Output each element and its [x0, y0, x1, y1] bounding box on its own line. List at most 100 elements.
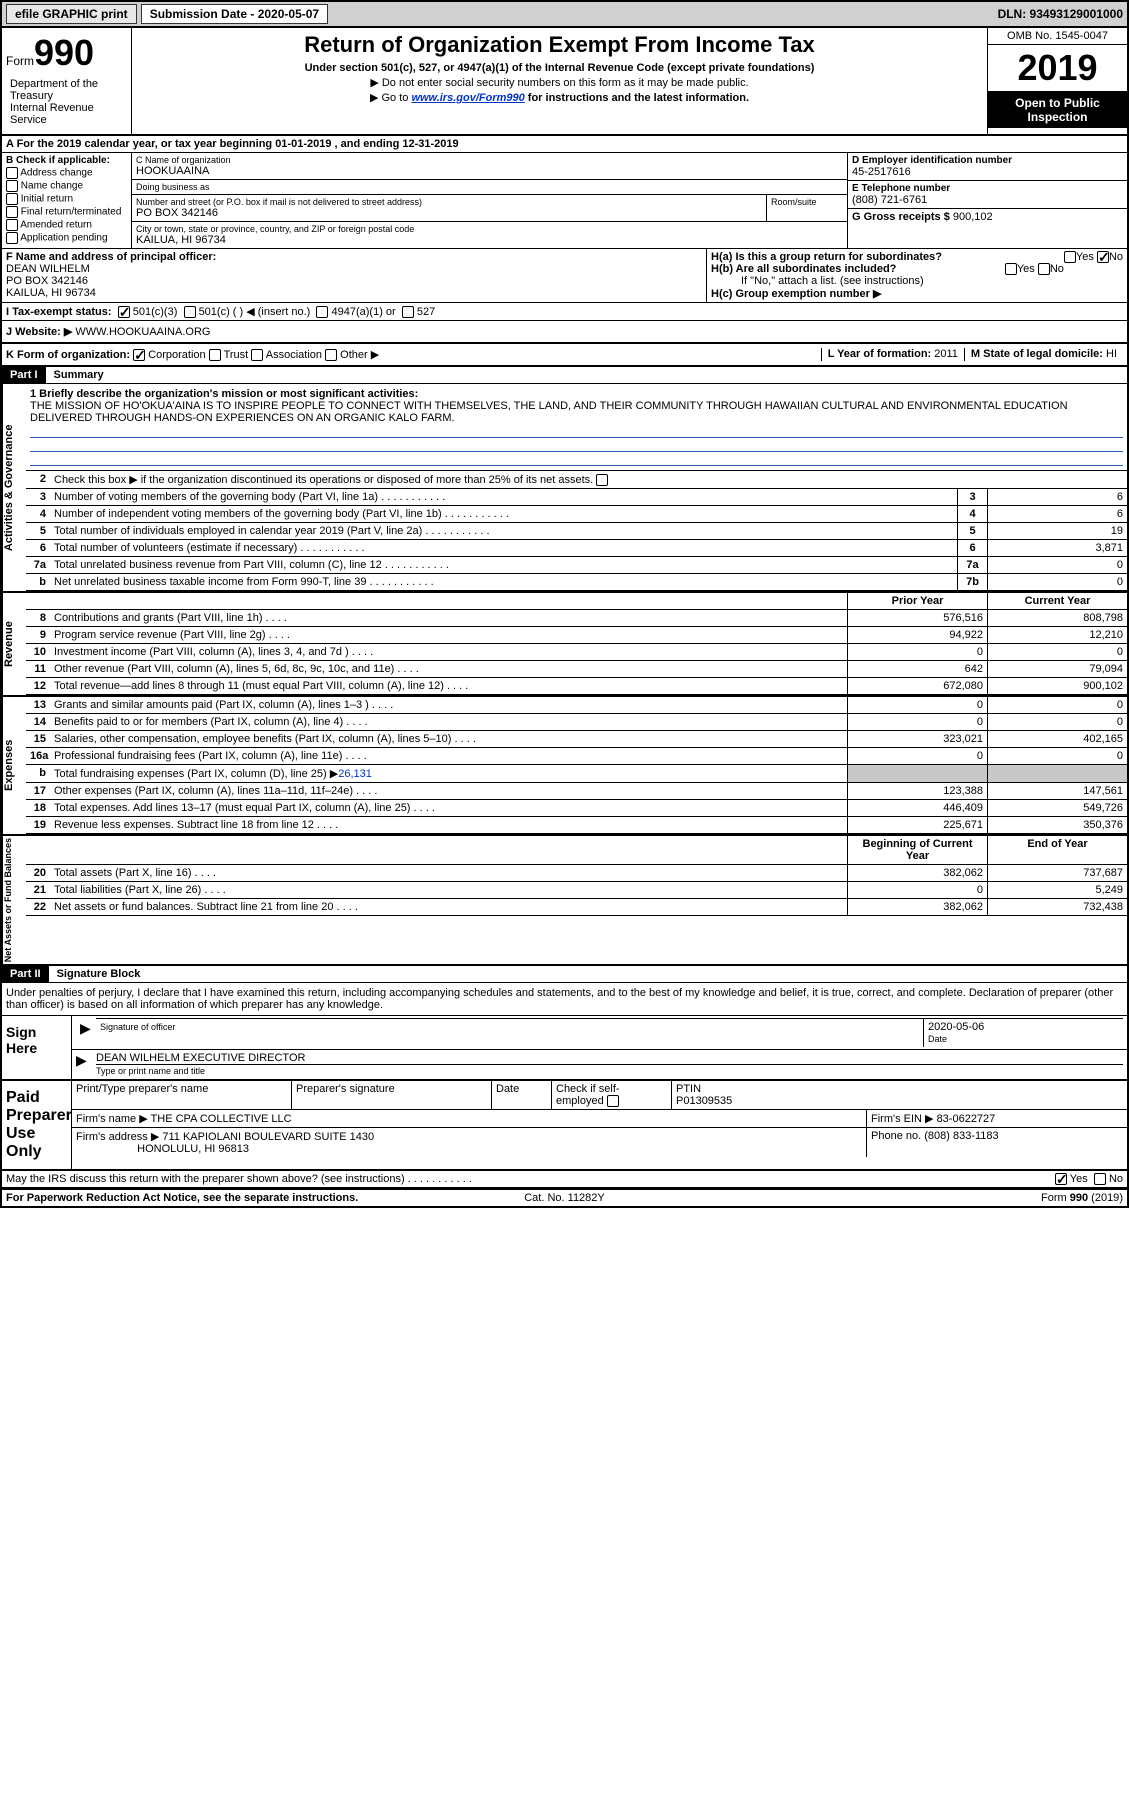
part1-header: Part I — [2, 367, 46, 383]
ein-value: 45-2517616 — [852, 166, 1123, 178]
exp-line-desc: Grants and similar amounts paid (Part IX… — [50, 697, 847, 713]
sig-officer-label: Signature of officer — [100, 1022, 175, 1032]
ptin-value: P01309535 — [676, 1095, 732, 1107]
address-change-checkbox[interactable] — [6, 167, 18, 179]
rev-prior: 642 — [847, 661, 987, 677]
gov-line-box: 6 — [957, 540, 987, 556]
gov-line-desc: Total unrelated business revenue from Pa… — [50, 557, 957, 573]
line-i-label: I Tax-exempt status: — [6, 306, 112, 318]
discuss-no-checkbox[interactable] — [1094, 1173, 1106, 1185]
ein-label: D Employer identification number — [852, 155, 1123, 166]
department-label: Department of the Treasury Internal Reve… — [6, 74, 127, 130]
arrow-icon: ▶ — [76, 1018, 96, 1047]
trust-checkbox[interactable] — [209, 349, 221, 361]
open-public-badge: Open to Public Inspection — [988, 92, 1127, 128]
activities-governance-label: Activities & Governance — [2, 384, 26, 591]
501c-checkbox[interactable] — [184, 306, 196, 318]
exp-line-desc: Total expenses. Add lines 13–17 (must eq… — [50, 800, 847, 816]
exp-current: 0 — [987, 697, 1127, 713]
paperwork-notice: For Paperwork Reduction Act Notice, see … — [6, 1192, 358, 1204]
corp-checkbox[interactable] — [133, 349, 145, 361]
527-checkbox[interactable] — [402, 306, 414, 318]
gov-line-desc: Total number of volunteers (estimate if … — [50, 540, 957, 556]
section-b-checkboxes: B Check if applicable: Address change Na… — [2, 153, 132, 248]
irs-link[interactable]: www.irs.gov/Form990 — [411, 92, 524, 104]
amended-return-checkbox[interactable] — [6, 219, 18, 231]
rev-line-desc: Other revenue (Part VIII, column (A), li… — [50, 661, 847, 677]
firm-addr2: HONOLULU, HI 96813 — [137, 1143, 249, 1155]
self-employed-checkbox[interactable] — [607, 1095, 619, 1107]
tax-year: 2019 — [988, 45, 1127, 92]
room-label: Room/suite — [771, 197, 843, 207]
discuss-yes-checkbox[interactable] — [1055, 1173, 1067, 1185]
net-line-desc: Total assets (Part X, line 16) — [50, 865, 847, 881]
net-current: 732,438 — [987, 899, 1127, 915]
other-checkbox[interactable] — [325, 349, 337, 361]
line-l-value: 2011 — [934, 348, 958, 360]
beginning-year-header: Beginning of Current Year — [847, 836, 987, 864]
ha-label: H(a) Is this a group return for subordin… — [711, 251, 942, 263]
gov-line-desc: Total number of individuals employed in … — [50, 523, 957, 539]
exp-line-desc: Other expenses (Part IX, column (A), lin… — [50, 783, 847, 799]
ptin-label: PTIN — [676, 1083, 701, 1095]
rev-line-desc: Program service revenue (Part VIII, line… — [50, 627, 847, 643]
firm-phone-label: Phone no. — [871, 1130, 924, 1142]
org-name: HOOKUAAINA — [136, 165, 843, 177]
rev-current: 79,094 — [987, 661, 1127, 677]
exp-prior: 323,021 — [847, 731, 987, 747]
hb-yes-checkbox[interactable] — [1005, 263, 1017, 275]
application-pending-checkbox[interactable] — [6, 232, 18, 244]
officer-print-name: DEAN WILHELM EXECUTIVE DIRECTOR — [96, 1052, 1123, 1065]
gov-line-desc: Number of voting members of the governin… — [50, 489, 957, 505]
hb-no-checkbox[interactable] — [1038, 263, 1050, 275]
gov-line-box: 7b — [957, 574, 987, 590]
rev-prior: 94,922 — [847, 627, 987, 643]
exp-prior: 123,388 — [847, 783, 987, 799]
form-subtitle-1: Under section 501(c), 527, or 4947(a)(1)… — [140, 62, 979, 74]
hb-label: H(b) Are all subordinates included? — [711, 263, 896, 275]
exp-line-desc: Professional fundraising fees (Part IX, … — [50, 748, 847, 764]
exp-current: 549,726 — [987, 800, 1127, 816]
officer-name: DEAN WILHELM — [6, 263, 90, 275]
rev-current: 900,102 — [987, 678, 1127, 694]
mission-text: THE MISSION OF HO'OKUA'AINA IS TO INSPIR… — [30, 400, 1068, 424]
gov-line-box: 5 — [957, 523, 987, 539]
mission-label: 1 Briefly describe the organization's mi… — [30, 388, 418, 400]
net-prior: 382,062 — [847, 865, 987, 881]
name-change-checkbox[interactable] — [6, 180, 18, 192]
initial-return-checkbox[interactable] — [6, 193, 18, 205]
city-label: City or town, state or province, country… — [136, 224, 843, 234]
net-current: 737,687 — [987, 865, 1127, 881]
4947a1-checkbox[interactable] — [316, 306, 328, 318]
net-prior: 382,062 — [847, 899, 987, 915]
exp-current: 350,376 — [987, 817, 1127, 833]
net-current: 5,249 — [987, 882, 1127, 898]
rev-current: 0 — [987, 644, 1127, 660]
rev-prior: 576,516 — [847, 610, 987, 626]
efile-print-button[interactable]: efile GRAPHIC print — [6, 4, 137, 24]
line16b-desc: Total fundraising expenses (Part IX, col… — [50, 765, 847, 782]
exp-prior: 0 — [847, 714, 987, 730]
exp-prior: 225,671 — [847, 817, 987, 833]
form-990-body: Form990 Department of the Treasury Inter… — [0, 28, 1129, 1208]
omb-number: OMB No. 1545-0047 — [988, 28, 1127, 45]
ha-no-checkbox[interactable] — [1097, 251, 1109, 263]
discuss-label: May the IRS discuss this return with the… — [6, 1173, 472, 1185]
gov-line-value: 19 — [987, 523, 1127, 539]
net-line-desc: Total liabilities (Part X, line 26) — [50, 882, 847, 898]
line-m-value: HI — [1106, 348, 1117, 360]
phone-value: (808) 721-6761 — [852, 194, 1123, 206]
line2-checkbox[interactable] — [596, 474, 608, 486]
line-m-label: M State of legal domicile: — [971, 348, 1106, 360]
final-return-checkbox[interactable] — [6, 206, 18, 218]
exp-current: 402,165 — [987, 731, 1127, 747]
ha-yes-checkbox[interactable] — [1064, 251, 1076, 263]
officer-addr1: PO BOX 342146 — [6, 275, 88, 287]
net-assets-label: Net Assets or Fund Balances — [2, 836, 26, 964]
501c3-checkbox[interactable] — [118, 306, 130, 318]
hc-label: H(c) Group exemption number ▶ — [711, 288, 881, 300]
gov-line-value: 3,871 — [987, 540, 1127, 556]
assoc-checkbox[interactable] — [251, 349, 263, 361]
exp-prior: 446,409 — [847, 800, 987, 816]
phone-label: E Telephone number — [852, 183, 1123, 194]
